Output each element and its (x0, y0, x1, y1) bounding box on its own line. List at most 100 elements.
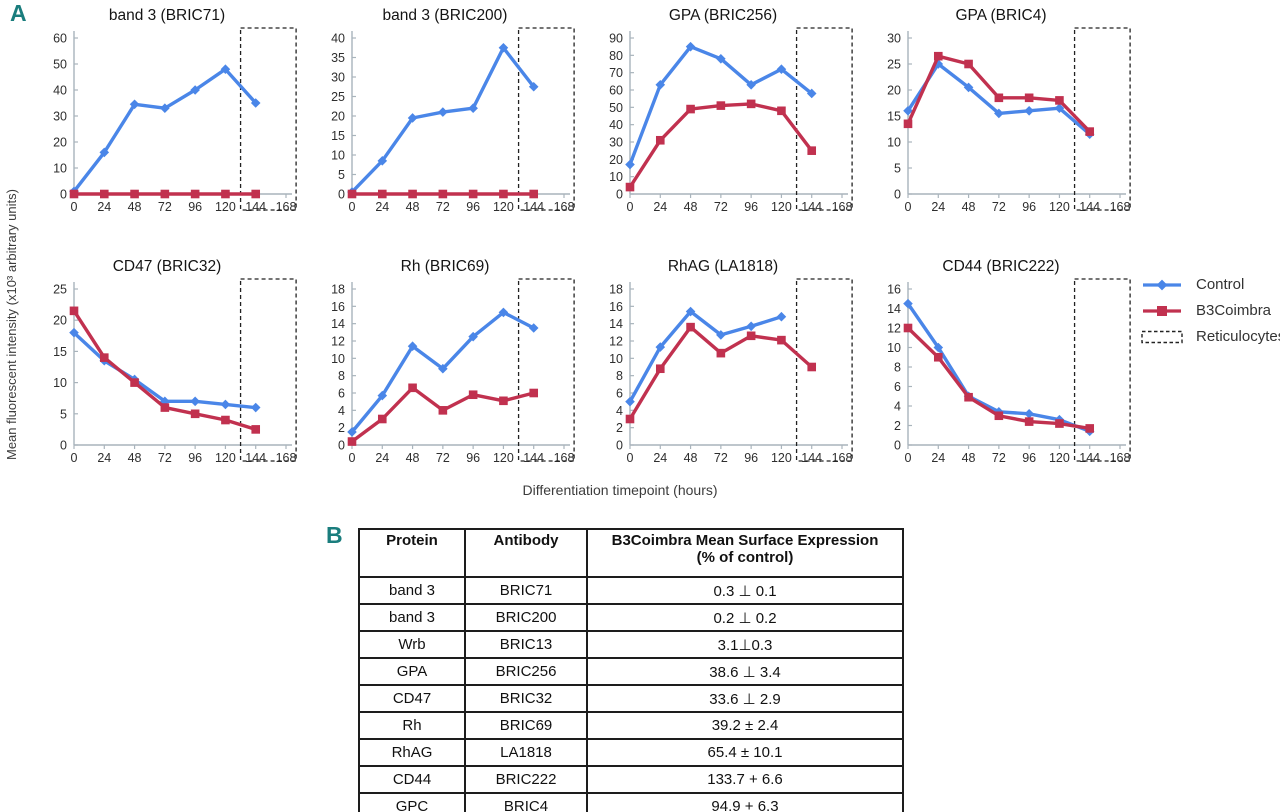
svg-text:60: 60 (609, 84, 623, 98)
svg-text:60: 60 (53, 32, 67, 46)
svg-text:24: 24 (653, 200, 667, 214)
svg-text:144: 144 (1079, 200, 1100, 214)
svg-text:168: 168 (1110, 200, 1131, 214)
chart-plot: 0 2 4 6 8 10 12 14 16 0 24 48 72 96 120 144 168 (862, 277, 1140, 480)
chart-rh-bric69: Rh (BRIC69) 0 2 4 6 8 10 12 14 16 18 0 24 48 72 96 120 1… (306, 257, 584, 480)
svg-text:72: 72 (714, 451, 728, 465)
b3coimbra-line-swatch (1143, 305, 1181, 316)
svg-text:120: 120 (771, 451, 792, 465)
svg-text:168: 168 (276, 451, 297, 465)
svg-text:8: 8 (616, 369, 623, 383)
expression-cell: 133.7 + 6.6 (586, 765, 904, 794)
svg-text:8: 8 (894, 361, 901, 375)
svg-text:20: 20 (331, 110, 345, 124)
svg-text:70: 70 (609, 66, 623, 80)
svg-text:168: 168 (1110, 451, 1131, 465)
svg-text:30: 30 (53, 110, 67, 124)
svg-text:2: 2 (616, 421, 623, 435)
svg-text:48: 48 (406, 200, 420, 214)
antibody-cell: BRIC13 (464, 630, 588, 659)
svg-text:24: 24 (97, 200, 111, 214)
svg-text:72: 72 (158, 451, 172, 465)
svg-text:35: 35 (331, 51, 345, 65)
svg-text:96: 96 (466, 200, 480, 214)
table-row: GPA BRIC256 38.6 ⊥ 3.4 (358, 657, 904, 686)
svg-text:16: 16 (887, 283, 901, 297)
svg-text:120: 120 (493, 200, 514, 214)
svg-text:10: 10 (609, 352, 623, 366)
svg-text:10: 10 (331, 352, 345, 366)
chart-band3-bric71: band 3 (BRIC71) 0 10 20 30 40 50 60 0 24 48 72 96 12… (28, 6, 306, 229)
chart-cd44-bric222: CD44 (BRIC222) 0 2 4 6 8 10 12 14 16 0 24 48 72 96 120… (862, 257, 1140, 480)
legend-label: Control (1196, 276, 1245, 293)
svg-text:144: 144 (523, 451, 544, 465)
chart-plot: 0 5 10 15 20 25 0 24 48 72 96 120 144 168 (28, 277, 306, 480)
table-row: Rh BRIC69 39.2 ± 2.4 (358, 711, 904, 740)
svg-text:0: 0 (894, 439, 901, 453)
svg-text:72: 72 (992, 451, 1006, 465)
chart-title: Rh (BRIC69) (400, 258, 490, 275)
svg-text:48: 48 (684, 451, 698, 465)
svg-text:6: 6 (616, 387, 623, 401)
svg-text:24: 24 (931, 451, 945, 465)
svg-text:10: 10 (53, 376, 67, 390)
svg-text:96: 96 (744, 200, 758, 214)
svg-text:144: 144 (245, 200, 266, 214)
table-row: CD44 BRIC222 133.7 + 6.6 (358, 765, 904, 794)
svg-text:5: 5 (60, 407, 67, 421)
chart-plot: 0 10 20 30 40 50 60 70 80 90 0 24 48 72 96 120 144 168 (584, 26, 862, 229)
svg-text:40: 40 (609, 118, 623, 132)
svg-text:48: 48 (128, 451, 142, 465)
legend-item-reticulocytes: Reticulocytes (1140, 328, 1280, 345)
svg-text:14: 14 (887, 302, 901, 316)
chart-plot: 0 2 4 6 8 10 12 14 16 18 0 24 48 72 96 120 144 168 (306, 277, 584, 480)
svg-text:144: 144 (801, 451, 822, 465)
svg-text:50: 50 (609, 101, 623, 115)
expression-cell: 39.2 ± 2.4 (586, 711, 904, 740)
chart-gpa-bric4: GPA (BRIC4) 0 5 10 15 20 25 30 0 24 48 72 96 120 144 1… (862, 6, 1140, 229)
panel-a-label: A (10, 0, 27, 26)
svg-text:25: 25 (887, 58, 901, 72)
svg-text:4: 4 (616, 404, 623, 418)
legend-item-control: Control (1140, 276, 1280, 293)
svg-text:0: 0 (616, 439, 623, 453)
chart-band3-bric200: band 3 (BRIC200) 0 5 10 15 20 25 30 35 40 0 24 48 72… (306, 6, 584, 229)
antibody-cell: BRIC32 (464, 684, 588, 713)
protein-cell: GPA (358, 657, 466, 686)
svg-text:168: 168 (276, 200, 297, 214)
svg-text:0: 0 (627, 200, 634, 214)
svg-text:14: 14 (609, 317, 623, 331)
chart-rhag-la1818: RhAG (LA1818) 0 2 4 6 8 10 12 14 16 18 0 24 48 72 96 12… (584, 257, 862, 480)
surface-expression-table: Protein Antibody B3Coimbra Mean Surface … (358, 528, 904, 812)
svg-text:48: 48 (962, 451, 976, 465)
svg-text:40: 40 (331, 32, 345, 46)
svg-text:30: 30 (887, 32, 901, 46)
svg-text:144: 144 (245, 451, 266, 465)
legend-label: Reticulocytes (1196, 328, 1280, 345)
svg-text:80: 80 (609, 49, 623, 63)
svg-text:14: 14 (331, 317, 345, 331)
svg-text:96: 96 (188, 451, 202, 465)
y-axis-label: Mean fluorescent intensity (x10³ arbitra… (4, 189, 19, 460)
svg-text:72: 72 (436, 451, 450, 465)
charts-grid: band 3 (BRIC71) 0 10 20 30 40 50 60 0 24 48 72 96 12… (28, 6, 1140, 480)
chart-title: band 3 (BRIC71) (108, 7, 226, 24)
protein-cell: Wrb (358, 630, 466, 659)
chart-gpa-bric256: GPA (BRIC256) 0 10 20 30 40 50 60 70 80 90 0 24 48 72… (584, 6, 862, 229)
chart-title: CD47 (BRIC32) (112, 258, 222, 275)
table-header-expression-line1: B3Coimbra Mean Surface Expression (611, 532, 879, 549)
svg-text:0: 0 (905, 451, 912, 465)
svg-text:72: 72 (158, 200, 172, 214)
svg-text:24: 24 (931, 200, 945, 214)
chart-title: band 3 (BRIC200) (382, 7, 508, 24)
svg-text:0: 0 (60, 188, 67, 202)
protein-cell: CD47 (358, 684, 466, 713)
svg-text:144: 144 (523, 200, 544, 214)
expression-cell: 65.4 ± 10.1 (586, 738, 904, 767)
chart-title: GPA (BRIC4) (955, 7, 1047, 24)
svg-text:0: 0 (60, 439, 67, 453)
antibody-cell: BRIC222 (464, 765, 588, 794)
table-header-expression-line2: (% of control) (696, 549, 794, 566)
protein-cell: GPC (358, 792, 466, 812)
